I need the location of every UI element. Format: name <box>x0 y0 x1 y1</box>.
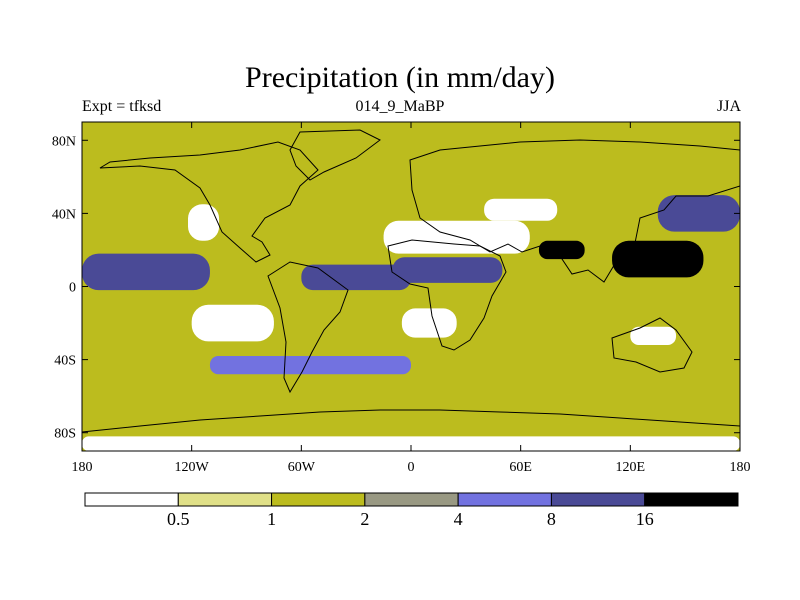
colorbar-label: 2 <box>360 509 369 529</box>
x-tick-label: 0 <box>408 460 415 475</box>
colorbar-swatch <box>457 492 552 507</box>
x-tick-label: 180 <box>730 460 751 475</box>
coastline-north-america <box>99 141 319 263</box>
field-north-pacific-storm <box>657 195 740 232</box>
field-southeast-pacific-dry <box>191 304 274 342</box>
y-tick-label: 0 <box>69 281 76 296</box>
colorbar-label: 4 <box>454 509 463 529</box>
y-tick-label: 80N <box>52 134 76 149</box>
axes: 180 120W 60W 0 60E 120E 180 80N 40N 0 40S 80S <box>52 122 751 475</box>
y-tick-label: 80S <box>54 427 76 442</box>
x-tick-label: 60W <box>288 460 316 475</box>
x-tick-label: 120E <box>616 460 646 475</box>
field-north-america-dry <box>188 204 220 241</box>
colorbar-swatch <box>550 492 646 507</box>
field-australia-dry <box>630 326 677 345</box>
coastline-greenland <box>289 129 381 181</box>
field-antarctica-dry <box>82 436 740 451</box>
season-label: JJA <box>716 98 741 115</box>
field-southern-ocean-storm <box>209 355 411 375</box>
field-southern-africa-dry <box>401 308 457 338</box>
coastline-australia <box>611 317 693 373</box>
field-sahara-arabia-desert <box>383 220 530 254</box>
x-tick-label: 180 <box>72 460 93 475</box>
colorbar-swatch <box>84 492 179 507</box>
chart-title: Precipitation (in mm/day) <box>245 61 555 94</box>
coastline-eurasia <box>409 139 740 283</box>
experiment-label: Expt = tfksd <box>82 98 162 115</box>
field-indian-monsoon <box>538 240 585 260</box>
colorbar-label: 1 <box>267 509 276 529</box>
y-tick-label: 40S <box>54 354 76 369</box>
coastline-africa <box>387 239 507 351</box>
field-atlantic-itcz <box>301 264 411 291</box>
colorbar-swatch <box>364 492 459 507</box>
field-central-asia-dry <box>484 198 558 221</box>
field-tropical-pacific-rain <box>82 253 210 291</box>
time-label: 014_9_MaBP <box>355 98 445 115</box>
coastline-antarctica <box>82 409 740 433</box>
colorbar-swatch <box>644 492 739 507</box>
x-tick-label: 120W <box>175 460 210 475</box>
field-african-monsoon <box>392 257 503 283</box>
colorbar-swatch <box>177 492 273 507</box>
y-tick-label: 40N <box>52 207 76 222</box>
colorbar-label: 16 <box>636 509 654 529</box>
field-west-pacific-warm-pool <box>612 240 704 278</box>
continent-outlines <box>82 129 740 433</box>
colorbar-label: 0.5 <box>167 509 190 529</box>
coastline-south-america <box>267 261 349 394</box>
colorbar-label: 8 <box>547 509 556 529</box>
x-tick-label: 60E <box>509 460 532 475</box>
colorbar-swatch <box>271 492 366 507</box>
colorbar: 0.5 1 2 4 8 16 <box>84 492 739 529</box>
